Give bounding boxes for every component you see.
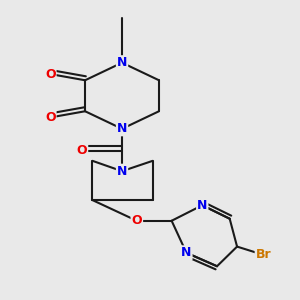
Text: O: O bbox=[45, 68, 56, 81]
Text: Br: Br bbox=[256, 248, 271, 261]
Text: N: N bbox=[181, 246, 192, 259]
Text: N: N bbox=[117, 122, 127, 135]
Text: N: N bbox=[117, 56, 127, 69]
Text: N: N bbox=[197, 199, 207, 212]
Text: N: N bbox=[117, 165, 127, 178]
Text: O: O bbox=[76, 144, 87, 157]
Text: O: O bbox=[45, 111, 56, 124]
Text: O: O bbox=[131, 214, 142, 227]
